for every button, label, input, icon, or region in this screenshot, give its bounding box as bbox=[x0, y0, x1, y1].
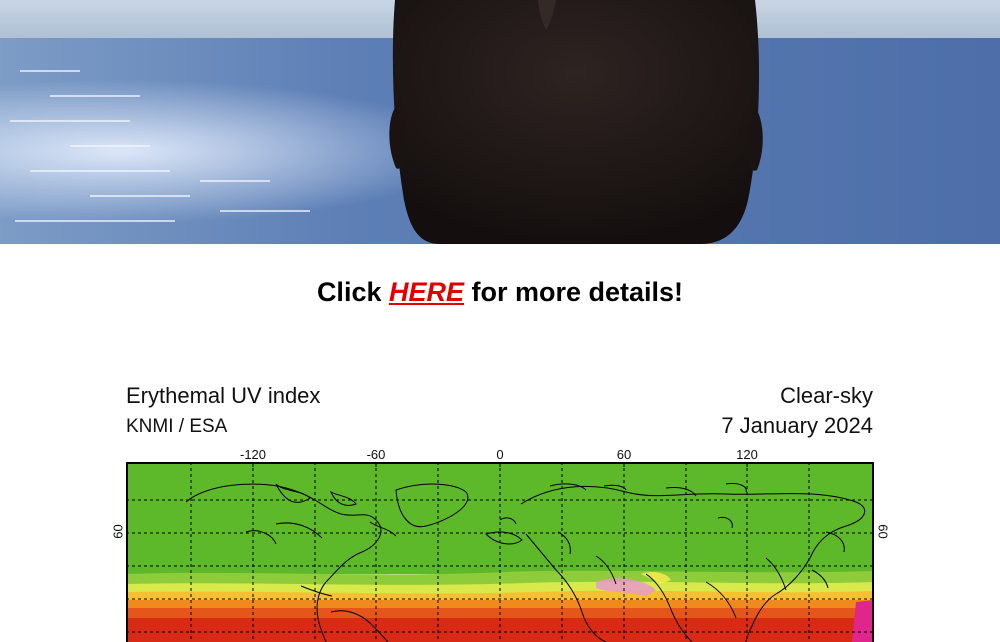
lat-tick-right: 60 bbox=[875, 524, 891, 539]
lon-tick: 120 bbox=[736, 447, 758, 462]
cta-prefix: Click bbox=[316, 277, 389, 307]
uv-map-canvas bbox=[126, 462, 874, 642]
uv-index-map bbox=[126, 462, 874, 642]
map-top-ticks bbox=[252, 462, 748, 467]
lon-tick: -60 bbox=[366, 447, 386, 462]
cta-line: Click HERE for more details! bbox=[0, 277, 1000, 308]
sea-head-illustration bbox=[0, 0, 1000, 244]
map-mode: Clear-sky bbox=[780, 383, 873, 408]
uv-zone-extreme-patch bbox=[596, 578, 656, 596]
details-link[interactable]: HERE bbox=[388, 277, 464, 307]
lon-tick: 0 bbox=[496, 447, 504, 462]
hero-photo bbox=[0, 0, 1000, 244]
lon-tick: -120 bbox=[239, 447, 267, 462]
cta-suffix: for more details! bbox=[464, 277, 684, 307]
map-date: 7 January 2024 bbox=[721, 413, 873, 438]
lon-tick: 60 bbox=[616, 447, 632, 462]
lat-tick-left: 60 bbox=[110, 524, 126, 539]
map-source: KNMI / ESA bbox=[126, 416, 228, 437]
uv-zone-band4 bbox=[126, 600, 874, 610]
map-title: Erythemal UV index bbox=[126, 383, 321, 408]
